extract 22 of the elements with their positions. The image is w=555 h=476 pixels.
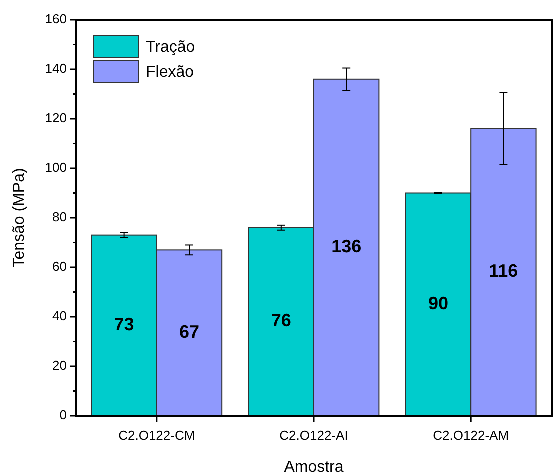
legend-label: Tração: [146, 39, 196, 56]
x-tick-label: C2.O122-AM: [433, 428, 510, 443]
x-tick-label: C2.O122-CM: [118, 428, 196, 443]
y-tick-label: 20: [52, 358, 67, 373]
y-tick-label: 120: [45, 110, 67, 126]
x-tick-label: C2.O122-AI: [280, 428, 348, 443]
data-label: 67: [179, 322, 200, 342]
legend-label: Flexão: [146, 64, 194, 82]
y-tick-label: 40: [52, 308, 67, 324]
data-label: 73: [114, 314, 134, 334]
data-label: 116: [489, 261, 518, 282]
y-tick-label: 0: [60, 407, 67, 422]
data-label: 136: [332, 236, 362, 256]
x-axis-title: Amostra: [284, 459, 344, 476]
y-tick-label: 100: [45, 160, 67, 175]
y-tick-label: 160: [45, 11, 67, 26]
y-tick-label: 80: [52, 209, 67, 224]
data-label: 76: [271, 310, 292, 331]
y-tick-label: 60: [52, 258, 67, 274]
y-axis-title: Tensão (MPa): [11, 168, 28, 268]
y-tick-label: 140: [45, 60, 67, 76]
data-label: 90: [428, 293, 449, 314]
